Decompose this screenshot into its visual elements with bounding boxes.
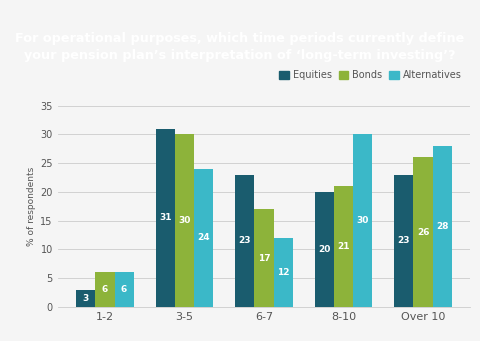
Bar [76,290,96,307]
Bar [334,186,353,307]
Bar [274,238,293,307]
Text: 21: 21 [337,242,350,251]
Legend: Equities, Bonds, Alternatives: Equities, Bonds, Alternatives [276,66,466,84]
Text: 31: 31 [159,213,172,222]
Text: For operational purposes, which time periods currently define
your pension plan’: For operational purposes, which time per… [15,32,465,62]
Bar [432,146,452,307]
Bar [175,134,194,307]
Bar [254,209,274,307]
Bar [235,175,254,307]
Text: 3: 3 [83,294,89,303]
Bar [96,272,115,307]
Text: 17: 17 [258,254,270,263]
Text: 23: 23 [239,236,251,245]
Text: 30: 30 [178,216,191,225]
Text: 24: 24 [197,234,210,242]
Bar [413,158,432,307]
Y-axis label: % of respondents: % of respondents [27,167,36,246]
Bar [115,272,133,307]
Text: 6: 6 [102,285,108,294]
Text: 23: 23 [398,236,410,245]
Text: 26: 26 [417,228,429,237]
Bar [315,192,334,307]
Bar [194,169,213,307]
Bar [395,175,413,307]
Text: 6: 6 [121,285,127,294]
Bar [156,129,175,307]
Text: 20: 20 [318,245,331,254]
Text: 28: 28 [436,222,448,231]
Bar [353,134,372,307]
Text: 12: 12 [277,268,289,277]
Text: 30: 30 [357,216,369,225]
